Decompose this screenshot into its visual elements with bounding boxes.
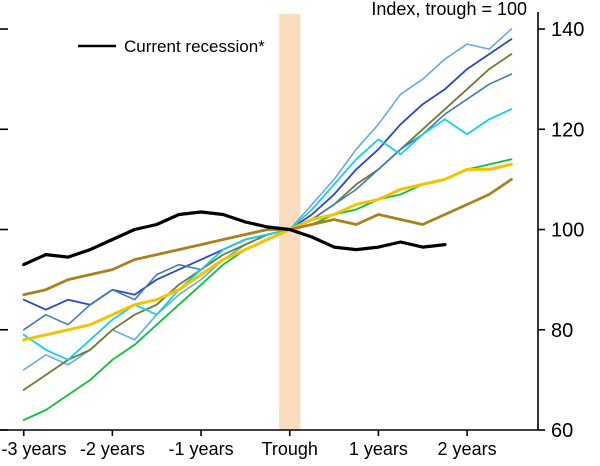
- series-line-past-recession-steel-blue: [22, 73, 513, 331]
- x-tick-label: -2 years: [80, 439, 145, 459]
- axes-layer: [0, 12, 545, 436]
- y-tick-label: 140: [551, 19, 584, 41]
- trough-highlight-band: [279, 14, 301, 430]
- series-line-past-recession-light-blue: [22, 28, 513, 371]
- tick-label-layer: -3 years -2 years -1 years Trough 1 years 2 y…: [1, 19, 584, 459]
- x-tick-label: 1 years: [349, 439, 408, 459]
- y-tick-label: 120: [551, 119, 584, 141]
- y-tick-label: 80: [551, 320, 573, 342]
- y-tick-label: 100: [551, 220, 584, 242]
- series-line-past-recession-green: [22, 158, 513, 421]
- series-line-past-recession-olive: [22, 53, 513, 391]
- series-line-past-recession-dark-goldenrod: [22, 177, 513, 297]
- trough-band-layer: [279, 14, 301, 430]
- x-tick-label: -3 years: [1, 439, 66, 459]
- x-tick-label: -1 years: [169, 439, 234, 459]
- legend-label: Current recession*: [124, 37, 265, 56]
- series-line-current-recession: [22, 210, 447, 267]
- y-tick-label: 60: [551, 420, 573, 442]
- series-line-past-recession-cyan: [22, 108, 513, 361]
- chart-title: Index, trough = 100: [371, 0, 527, 19]
- series-line-past-recession-yellow: [22, 162, 513, 342]
- x-tick-label: 2 years: [438, 439, 497, 459]
- x-tick-label: Trough: [262, 439, 318, 459]
- series-line-past-recession-royal-blue: [22, 38, 513, 311]
- series-layer: [22, 28, 513, 421]
